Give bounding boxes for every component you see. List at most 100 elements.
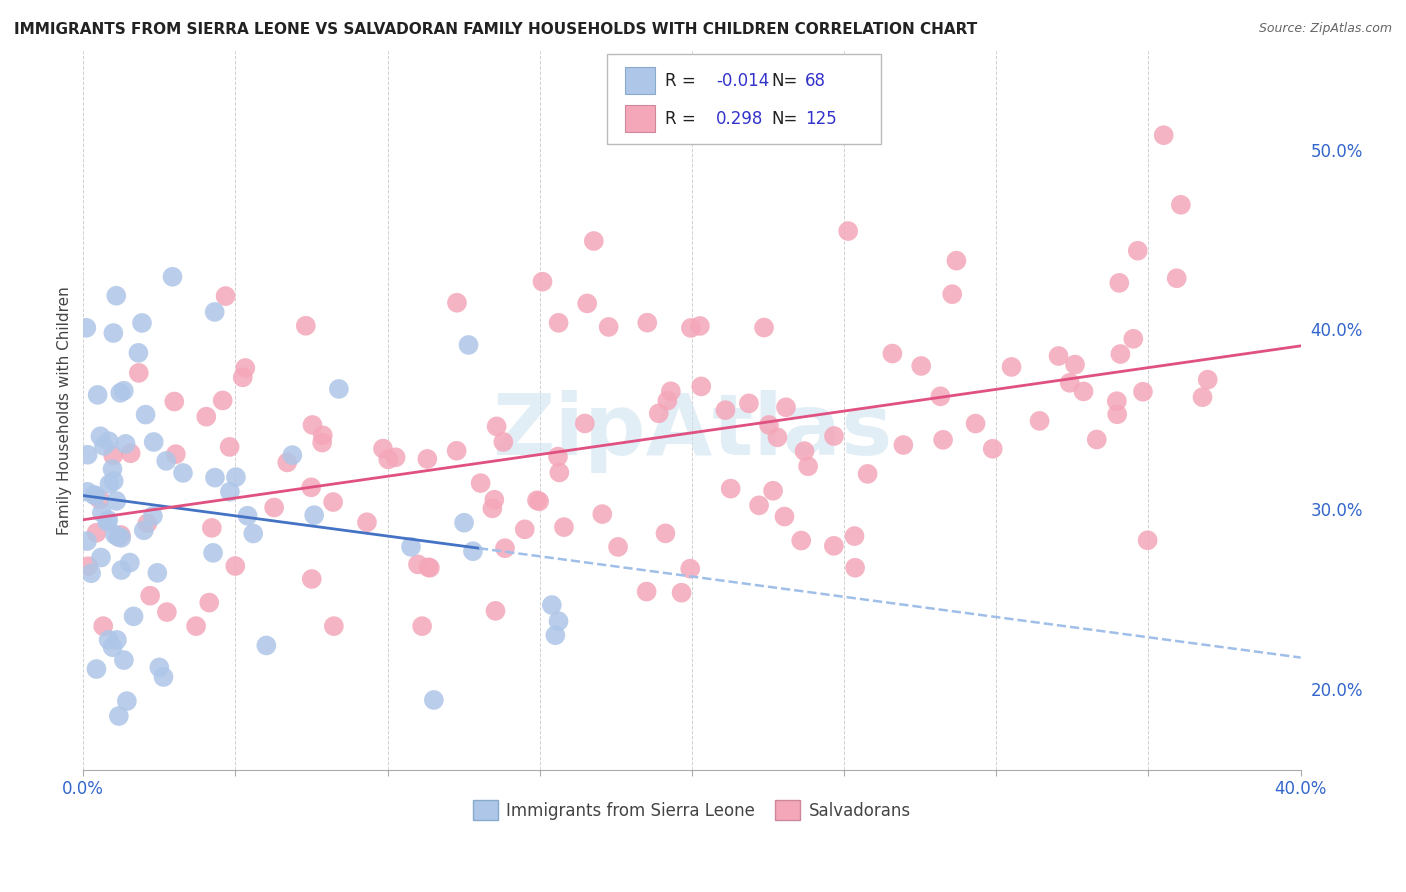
Point: [301, 417, 323, 432]
Point: [155, 454, 177, 468]
Point: [103, 474, 125, 488]
Point: [648, 406, 671, 420]
Point: [163, 394, 186, 409]
Point: [1132, 384, 1154, 399]
Point: [1085, 433, 1108, 447]
Point: [322, 495, 344, 509]
Point: [77, 559, 100, 574]
Point: [146, 566, 169, 580]
Point: [932, 433, 955, 447]
Point: [457, 338, 479, 352]
Point: [453, 516, 475, 530]
Point: [276, 455, 298, 469]
Point: [527, 494, 550, 508]
Point: [90, 550, 112, 565]
Point: [416, 451, 439, 466]
Point: [103, 326, 125, 340]
Point: [461, 544, 484, 558]
Point: [110, 531, 132, 545]
Point: [574, 417, 596, 431]
Point: [752, 320, 775, 334]
Point: [547, 614, 569, 628]
Point: [254, 639, 277, 653]
Point: [198, 596, 221, 610]
Text: IMMIGRANTS FROM SIERRA LEONE VS SALVADORAN FAMILY HOUSEHOLDS WITH CHILDREN CORRE: IMMIGRANTS FROM SIERRA LEONE VS SALVADOR…: [14, 22, 977, 37]
Point: [142, 508, 165, 523]
Text: 0.298: 0.298: [716, 110, 763, 128]
Point: [242, 526, 264, 541]
Text: R =: R =: [665, 72, 696, 90]
Point: [371, 442, 394, 456]
Point: [91, 619, 114, 633]
Point: [202, 546, 225, 560]
Point: [311, 435, 333, 450]
Point: [1028, 414, 1050, 428]
Point: [165, 447, 187, 461]
Point: [218, 440, 240, 454]
Point: [148, 660, 170, 674]
Point: [281, 448, 304, 462]
Point: [184, 619, 207, 633]
Point: [775, 401, 797, 415]
Point: [748, 499, 770, 513]
Text: N=: N=: [770, 110, 797, 128]
Point: [837, 224, 859, 238]
Point: [75, 320, 97, 334]
Point: [86, 388, 108, 402]
Point: [1064, 358, 1087, 372]
Point: [576, 296, 599, 310]
Point: [97, 434, 120, 449]
Point: [485, 419, 508, 434]
Point: [446, 443, 468, 458]
Point: [1136, 533, 1159, 548]
Point: [738, 396, 761, 410]
Point: [823, 539, 845, 553]
Point: [322, 619, 344, 633]
Point: [547, 450, 569, 464]
Point: [98, 476, 121, 491]
Point: [112, 653, 135, 667]
Point: [494, 541, 516, 556]
Point: [406, 558, 429, 572]
Point: [83, 488, 105, 502]
Point: [659, 384, 682, 399]
Point: [162, 269, 184, 284]
Point: [607, 540, 630, 554]
Point: [84, 489, 107, 503]
Point: [112, 384, 135, 398]
Point: [553, 520, 575, 534]
Point: [107, 530, 129, 544]
Point: [1197, 373, 1219, 387]
Point: [470, 476, 492, 491]
Point: [384, 450, 406, 465]
Point: [484, 604, 506, 618]
Point: [844, 529, 866, 543]
Point: [531, 275, 554, 289]
Point: [301, 572, 323, 586]
Y-axis label: Family Households with Children: Family Households with Children: [58, 286, 72, 534]
Point: [89, 492, 111, 507]
Point: [797, 459, 820, 474]
Point: [110, 528, 132, 542]
Point: [211, 393, 233, 408]
Point: [1108, 276, 1130, 290]
Point: [1122, 332, 1144, 346]
Point: [1105, 394, 1128, 409]
Bar: [626, 104, 655, 132]
Point: [793, 444, 815, 458]
Point: [328, 382, 350, 396]
Point: [115, 694, 138, 708]
Point: [714, 403, 737, 417]
Point: [910, 359, 932, 373]
Point: [1000, 359, 1022, 374]
Point: [1073, 384, 1095, 399]
Text: 125: 125: [806, 110, 837, 128]
Point: [76, 448, 98, 462]
Point: [965, 417, 987, 431]
Point: [929, 389, 952, 403]
Point: [201, 521, 224, 535]
Point: [766, 430, 789, 444]
Text: ZipAtlas: ZipAtlas: [492, 391, 893, 474]
Point: [981, 442, 1004, 456]
Text: -0.014: -0.014: [716, 72, 769, 90]
